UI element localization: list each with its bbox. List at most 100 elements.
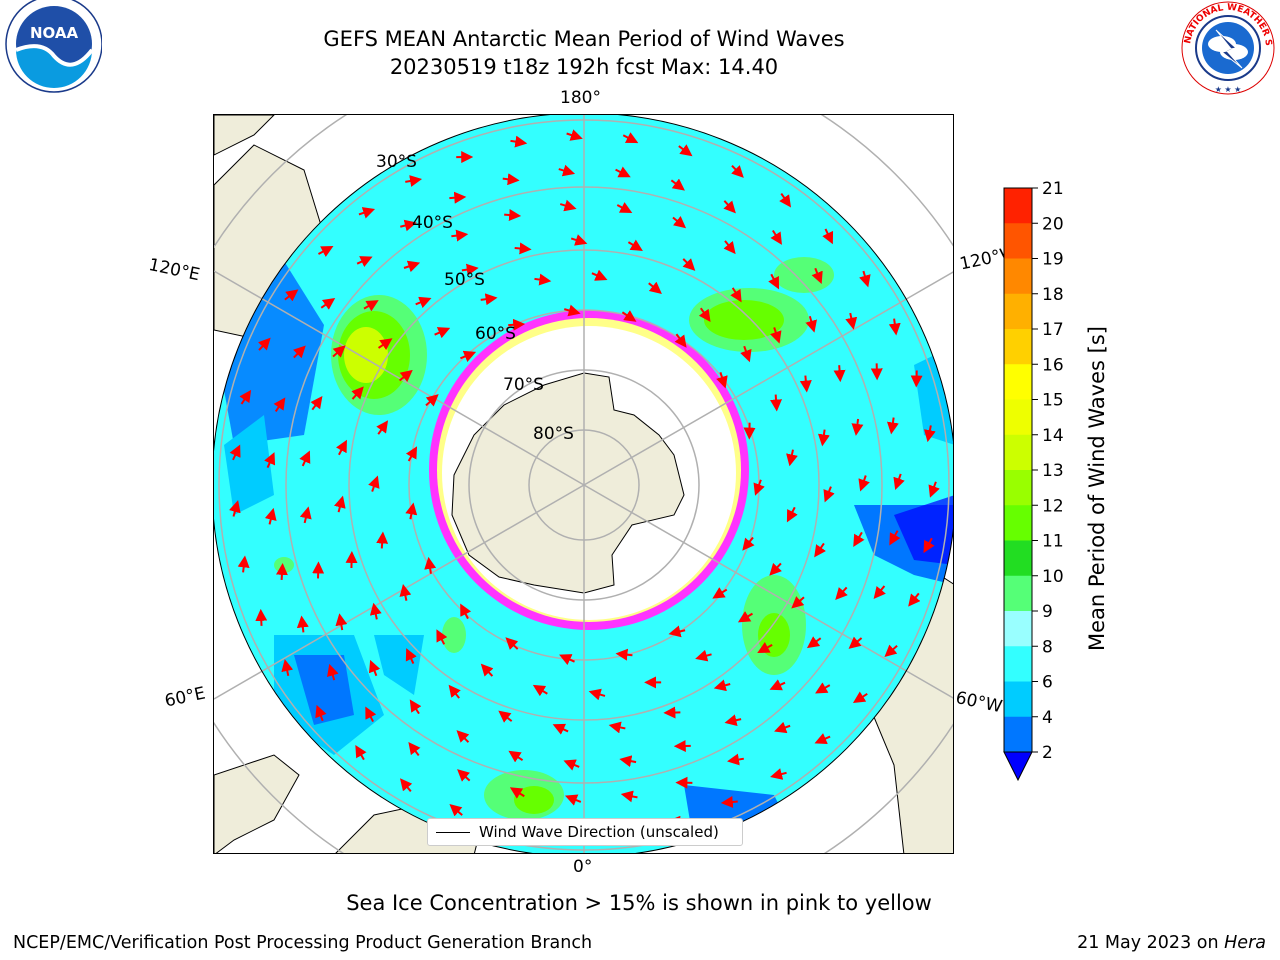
wind-wave-arrow <box>368 475 380 492</box>
wind-wave-arrow <box>616 202 633 213</box>
wind-wave-arrow <box>805 315 817 333</box>
colorbar-segment <box>1004 364 1032 400</box>
wind-wave-arrow <box>559 654 575 666</box>
land-antarctica <box>451 372 685 594</box>
legend-line-swatch <box>436 832 470 833</box>
wind-wave-arrow <box>615 166 631 178</box>
wind-wave-arrow <box>399 584 412 601</box>
wind-wave-arrow <box>415 296 432 309</box>
wind-wave-arrow <box>769 679 786 691</box>
colorbar-segment <box>1004 540 1032 577</box>
wind-wave-arrow <box>552 723 569 735</box>
wind-wave-arrow <box>275 562 288 580</box>
wind-wave-arrow <box>425 394 439 407</box>
svg-text:★ ★ ★: ★ ★ ★ <box>1215 85 1242 94</box>
wind-wave-arrow <box>559 199 577 212</box>
lat-label-60s: 60°S <box>475 324 516 344</box>
wind-wave-arrow <box>668 625 686 638</box>
footer-date: 21 May 2023 on Hera <box>1077 933 1266 953</box>
colorbar-tick-label: 21 <box>1042 180 1064 199</box>
colorbar-segment <box>1004 329 1032 365</box>
wind-wave-arrow <box>723 240 736 255</box>
wind-wave-arrow <box>284 289 299 302</box>
colorbar-tick-label: 16 <box>1042 355 1064 375</box>
wind-wave-arrow <box>672 216 687 229</box>
wind-wave-arrow <box>480 293 498 306</box>
lon-label-0: 0° <box>573 857 593 877</box>
wind-wave-arrow <box>332 345 346 358</box>
wind-wave-arrow <box>510 135 528 148</box>
wind-wave-arrow <box>695 649 712 662</box>
colorbar-tick-label: 18 <box>1042 285 1064 305</box>
wind-wave-arrow <box>365 706 377 723</box>
chart-subtitle: 20230519 t18z 192h fcst Max: 14.40 <box>389 55 779 79</box>
wind-wave-arrow <box>570 234 588 246</box>
wind-wave-arrow <box>823 486 835 503</box>
wind-wave-arrow <box>622 132 639 144</box>
wind-wave-arrow <box>356 256 373 268</box>
wind-wave-arrow <box>682 258 696 271</box>
footer-machine: Hera <box>1224 933 1266 953</box>
wind-wave-arrow <box>229 444 241 461</box>
wind-wave-arrow <box>509 787 525 799</box>
noaa-logo-text: NOAA <box>30 24 79 42</box>
wind-wave-arrow <box>480 663 494 677</box>
wind-wave-arrow <box>363 300 379 312</box>
wind-wave-arrow <box>737 611 753 623</box>
wind-wave-arrow <box>405 502 418 520</box>
wind-wave-arrow <box>727 753 744 766</box>
wind-wave-arrow <box>399 778 413 793</box>
wind-wave-arrow <box>888 318 901 336</box>
wind-wave-arrow <box>460 350 477 362</box>
wind-wave-arrow <box>858 475 870 492</box>
wind-wave-arrow <box>504 209 522 221</box>
colorbar-tick-label: 8 <box>1042 637 1053 657</box>
wind-wave-arrow <box>768 273 780 290</box>
colorbar-tick-label: 12 <box>1042 496 1064 516</box>
colorbar-tick-label: 20 <box>1042 214 1064 234</box>
wind-wave-arrow <box>591 269 608 281</box>
wind-wave-arrow <box>358 207 376 219</box>
wind-wave-arrow <box>334 495 346 513</box>
colorbar-segment <box>1004 681 1032 718</box>
wind-wave-arrow <box>833 365 846 383</box>
wind-wave-arrow <box>845 312 858 330</box>
wind-wave-arrow <box>293 345 306 359</box>
wind-wave-arrow <box>817 429 830 447</box>
colorbar-segment <box>1004 575 1032 612</box>
caption: Sea Ice Concentration > 15% is shown in … <box>0 891 1280 915</box>
lat-label-50s: 50°S <box>444 270 485 290</box>
wind-wave-arrows <box>229 129 940 841</box>
wind-wave-arrow <box>461 263 479 276</box>
colorbar: 21 20 19 18 17 16 15 14 13 12 11 10 9 8 6 4 2 <box>1003 180 1064 782</box>
wind-wave-arrow <box>620 790 638 803</box>
wind-wave-arrow <box>627 239 643 252</box>
lon-label-120e: 120°E <box>146 255 202 286</box>
noaa-logo: NOAA <box>5 0 102 93</box>
wind-wave-arrow <box>848 636 863 649</box>
wind-wave-arrow <box>327 663 339 681</box>
colorbar-tick-label: 11 <box>1042 532 1064 552</box>
wind-wave-arrow <box>769 562 782 576</box>
wind-wave-arrow <box>619 755 637 768</box>
wind-wave-arrow <box>237 555 250 573</box>
wind-wave-arrow <box>508 318 526 331</box>
footer-date-text: 21 May 2023 on <box>1077 933 1225 953</box>
wind-wave-arrow <box>851 418 864 436</box>
wind-wave-arrow <box>451 229 469 242</box>
colorbar-segment <box>1004 716 1032 753</box>
polar-map[interactable]: Wind Wave Direction (unscaled) <box>213 114 954 854</box>
wind-wave-arrow <box>296 615 309 633</box>
wind-wave-arrow <box>731 164 744 178</box>
wind-wave-arrow <box>621 310 637 322</box>
wind-wave-arrow <box>648 281 662 294</box>
wind-wave-arrow <box>514 242 532 255</box>
colorbar-tick-label: 2 <box>1042 743 1053 763</box>
wind-wave-arrow <box>498 710 513 723</box>
wind-wave-arrow <box>753 479 765 496</box>
wind-wave-arrow <box>923 425 936 443</box>
wind-wave-arrow <box>377 338 393 351</box>
wind-wave-arrow <box>448 684 461 699</box>
wind-wave-arrow <box>889 530 901 546</box>
wind-wave-arrow <box>923 537 935 554</box>
